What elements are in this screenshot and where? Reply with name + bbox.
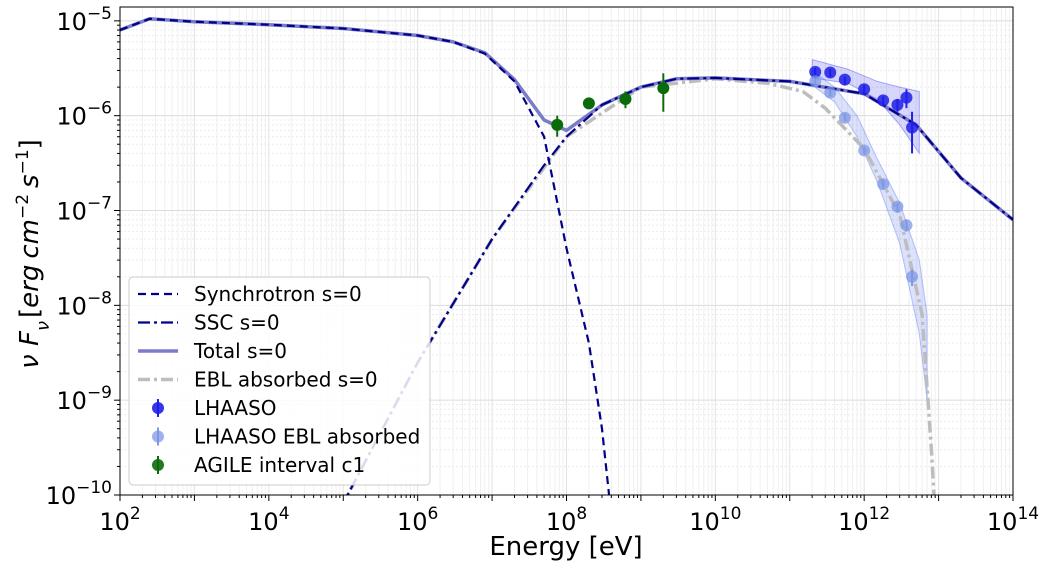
series-line	[346, 76, 1013, 495]
data-point	[838, 73, 851, 86]
x-tick-label: 1014	[987, 504, 1039, 536]
y-tick-label: 10−7	[56, 194, 112, 226]
y-tick-label: 10−9	[56, 383, 112, 415]
data-point	[891, 200, 904, 213]
data-point	[906, 270, 919, 283]
legend-label: SSC s=0	[194, 311, 280, 335]
data-point	[858, 83, 871, 96]
data-point	[900, 91, 913, 104]
x-tick-label: 104	[248, 504, 289, 536]
data-point	[906, 121, 919, 134]
legend-label: LHAASO	[194, 396, 277, 420]
x-tick-label: 102	[99, 504, 140, 536]
legend-label: AGILE interval c1	[194, 453, 365, 477]
legend: Synchrotron s=0 SSC s=0 Total s=0 EBL absor…	[128, 276, 431, 486]
y-tick-label: 10−8	[56, 288, 112, 320]
data-point	[838, 111, 851, 124]
data-point	[877, 178, 890, 191]
y-axis-title: ν Fν[ergcm−2s−1]	[13, 139, 54, 369]
legend-label: EBL absorbed s=0	[194, 368, 378, 392]
legend-marker-swatch	[152, 402, 164, 414]
x-tick-label: 106	[397, 504, 438, 536]
legend-label: Total s=0	[193, 339, 287, 363]
legend-label: LHAASO EBL absorbed	[194, 425, 420, 449]
series-line	[120, 17, 611, 495]
data-point	[877, 94, 890, 107]
legend-label: Synchrotron s=0	[194, 282, 362, 306]
data-point	[824, 66, 837, 79]
y-tick-label: 10−6	[56, 99, 112, 131]
data-point	[858, 144, 871, 157]
data-point	[619, 92, 632, 105]
y-tick-label: 10−5	[56, 4, 112, 36]
x-tick-label: 108	[546, 504, 587, 536]
data-points	[551, 65, 919, 286]
data-point	[900, 219, 913, 232]
legend-box	[128, 276, 431, 486]
data-point	[891, 98, 904, 111]
legend-marker-swatch	[152, 459, 164, 471]
y-tick-label: 10−10	[46, 478, 112, 510]
x-tick-label: 1012	[838, 504, 890, 536]
x-axis-title: Energy [eV]	[489, 532, 642, 562]
x-tick-label: 1010	[689, 504, 741, 536]
data-point	[657, 82, 670, 95]
data-point	[551, 118, 564, 131]
data-point	[824, 86, 837, 99]
axis-ticks: 102 104 106 108 1010 1012 1014 10−10 10−9 10−8 10−…	[46, 4, 1040, 536]
legend-marker-swatch	[152, 430, 164, 443]
data-point	[809, 65, 822, 78]
data-point	[582, 97, 595, 110]
data-point	[809, 75, 822, 88]
